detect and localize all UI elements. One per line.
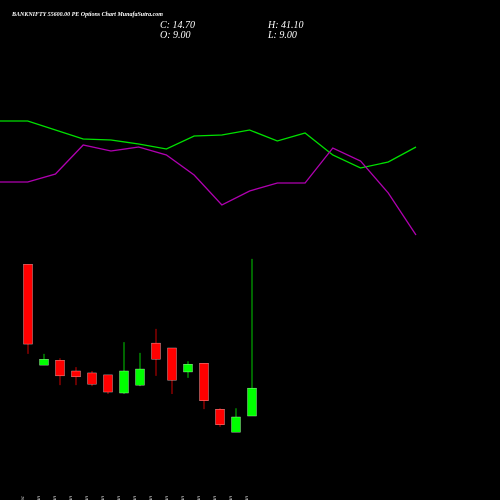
x-tick-label: 05 Jan [68,496,74,500]
x-tick-label: 06 Jan [84,496,90,500]
candle-body [119,370,129,394]
candle-body [39,359,49,366]
low-label: L: 9.00 [267,30,297,41]
high-label: H: 41.10 [267,20,304,31]
line-series [0,120,417,169]
x-tick-label: 12 Jan [148,496,154,500]
x-tick-label: 20 Jan [228,496,234,500]
x-tick-label: 16 Jan [196,496,202,500]
chart-title: BANKNIFTY 55600.00 PE Options Chart Muna… [11,12,163,18]
x-tick-label: 21 Jan [244,496,250,500]
x-tick-label: 07 Jan [100,496,106,500]
x-tick-label: 14 Jan [179,496,186,500]
candle-body [151,342,161,360]
line-series [0,144,417,236]
x-tick-label: 01 Jan [36,496,42,500]
candle-body [135,368,145,386]
x-tick-label: 09 Jan [132,496,138,500]
candle-body [231,416,241,433]
candle-body [199,363,209,401]
candle-body [87,372,97,385]
candle-body [183,363,193,373]
x-tick-label: 02 Jan [52,496,58,500]
candle-body [55,360,65,377]
x-tick-label: 31 Dec [20,495,26,500]
candle-body [71,370,81,378]
x-tick-label: 13 Jan [164,496,170,500]
candle-body [23,264,33,345]
close-label: C: 14.70 [160,20,195,31]
x-tick-label: 19 Jan [212,496,218,500]
candle-body [247,387,257,417]
candle-body [167,347,177,381]
open-label: O: 9.00 [160,30,191,41]
candle-body [103,374,113,393]
candle-body [215,409,225,425]
x-tick-label: 08 Jan [116,496,122,500]
